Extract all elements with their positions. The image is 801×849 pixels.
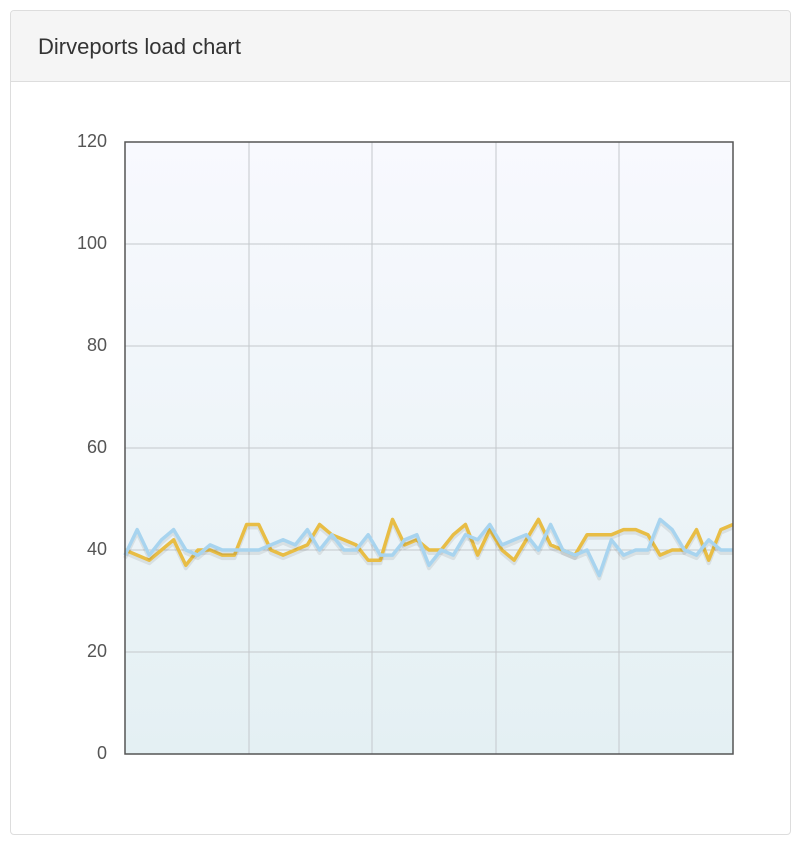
panel-title: Dirveports load chart <box>11 11 790 82</box>
y-tick-label: 0 <box>97 743 107 763</box>
y-axis: 0 20 40 60 80 100 120 <box>77 131 107 763</box>
panel: Dirveports load chart <box>10 10 791 835</box>
y-tick-label: 100 <box>77 233 107 253</box>
series-line <box>124 517 734 568</box>
y-tick-label: 20 <box>87 641 107 661</box>
series-lines <box>123 517 734 581</box>
y-tick-label: 40 <box>87 539 107 559</box>
y-tick-label: 120 <box>77 131 107 151</box>
series-line <box>123 517 733 578</box>
series-shadow <box>123 520 733 581</box>
y-tick-label: 80 <box>87 335 107 355</box>
series-shadow <box>124 520 734 571</box>
plot-border <box>124 141 734 755</box>
y-tick-label: 60 <box>87 437 107 457</box>
